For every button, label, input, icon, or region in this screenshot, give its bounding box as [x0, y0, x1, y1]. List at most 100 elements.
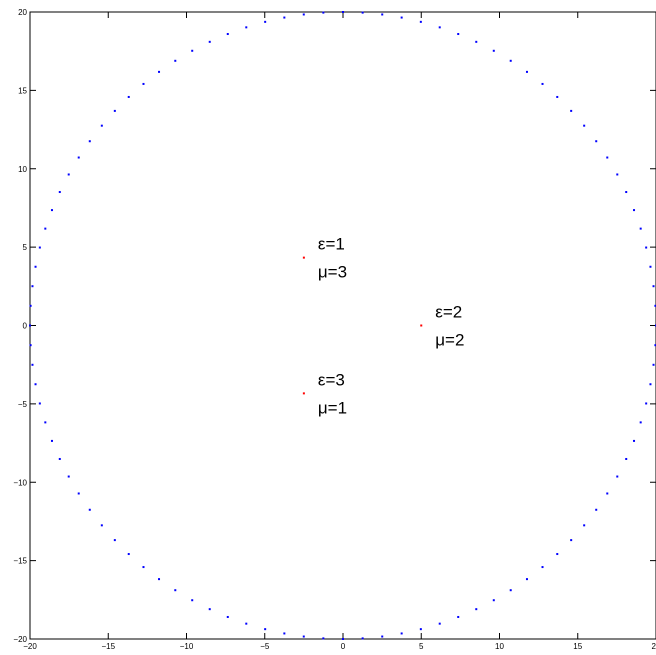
circle-point	[342, 11, 344, 13]
circle-point	[158, 70, 161, 73]
circle-point	[142, 566, 145, 569]
circle-point	[556, 553, 559, 556]
x-tick-label: 20	[652, 642, 656, 651]
circle-point	[381, 635, 384, 638]
circle-point	[50, 209, 53, 212]
circle-point	[419, 628, 422, 631]
circle-point	[38, 246, 41, 249]
circle-series	[29, 11, 656, 640]
x-tick-label: 10	[495, 642, 504, 651]
circle-point	[50, 439, 53, 442]
circle-point	[570, 109, 573, 112]
circle-point	[583, 524, 586, 527]
annotation-text: ε=3	[318, 370, 345, 389]
circle-point	[77, 156, 80, 159]
circle-point	[633, 209, 636, 212]
circle-point	[142, 82, 145, 85]
circle-point	[438, 622, 441, 625]
circle-point	[361, 637, 364, 640]
axis-ticks	[29, 11, 656, 640]
circle-point	[625, 191, 628, 194]
circle-point	[606, 156, 609, 159]
circle-point	[100, 124, 103, 127]
circle-point	[174, 59, 177, 62]
circle-point	[633, 439, 636, 442]
circle-point	[58, 457, 61, 460]
circle-point	[38, 402, 41, 405]
y-tick-label: 20	[18, 8, 27, 17]
charge-point	[420, 324, 423, 327]
circle-point	[127, 95, 130, 98]
circle-point	[264, 628, 267, 631]
circle-point	[322, 11, 325, 14]
x-tick-label: −5	[260, 642, 270, 651]
circle-point	[649, 265, 652, 268]
circle-point	[283, 632, 286, 635]
circle-point	[457, 615, 460, 618]
circle-point	[509, 589, 512, 592]
circle-point	[381, 13, 384, 16]
x-tick-label: 15	[573, 642, 582, 651]
circle-point	[302, 635, 305, 638]
circle-point	[88, 508, 91, 511]
circle-point	[67, 173, 70, 176]
circle-point	[127, 553, 130, 556]
circle-point	[191, 599, 194, 602]
circle-point	[509, 59, 512, 62]
x-tick-label: −10	[180, 642, 194, 651]
circle-point	[525, 578, 528, 581]
y-tick-label: −15	[13, 557, 27, 566]
circle-point	[541, 82, 544, 85]
circle-point	[616, 173, 619, 176]
circle-point	[34, 383, 37, 386]
x-tick-label: −20	[23, 642, 37, 651]
circle-point	[457, 33, 460, 36]
circle-point	[583, 124, 586, 127]
x-tick-label: −15	[101, 642, 115, 651]
charge-point	[302, 256, 305, 259]
y-tick-label: 0	[23, 322, 28, 331]
annotation-text: μ=2	[435, 331, 464, 350]
circle-point	[652, 363, 655, 366]
circle-point	[226, 615, 229, 618]
circle-point	[645, 402, 648, 405]
circle-point	[58, 191, 61, 194]
charge-point	[302, 392, 305, 395]
circle-point	[492, 599, 495, 602]
circle-point	[475, 40, 478, 43]
circle-point	[208, 608, 211, 611]
circle-point	[245, 26, 248, 29]
charge-points	[302, 256, 423, 395]
circle-point	[649, 383, 652, 386]
circle-point	[100, 524, 103, 527]
circle-point	[264, 20, 267, 23]
x-tick-label: 0	[341, 642, 346, 651]
circle-point	[29, 324, 31, 327]
circle-point	[302, 13, 305, 16]
circle-point	[31, 363, 34, 366]
y-tick-label: −5	[18, 400, 28, 409]
circle-point	[616, 475, 619, 478]
y-tick-label: 10	[18, 165, 27, 174]
annotation-text: ε=2	[435, 303, 462, 322]
circle-point	[570, 539, 573, 542]
circle-point	[174, 589, 177, 592]
circle-point	[438, 26, 441, 29]
circle-point	[475, 608, 478, 611]
circle-point	[113, 109, 116, 112]
circle-point	[639, 421, 642, 424]
circle-point	[29, 344, 32, 347]
x-tick-label: 5	[419, 642, 424, 651]
circle-point	[419, 20, 422, 23]
circle-point	[342, 638, 344, 640]
circle-point	[525, 70, 528, 73]
circle-point	[652, 285, 655, 288]
circle-point	[226, 33, 229, 36]
circle-point	[556, 95, 559, 98]
axis-tick-labels: −20 −15 −10 −5 0 5 10 15 20 −20 −15 −10 −5 0 5 10 15 20	[13, 8, 656, 651]
annotation-text: μ=1	[318, 398, 347, 417]
circle-point	[595, 140, 598, 143]
circle-point	[67, 475, 70, 478]
circle-point	[34, 265, 37, 268]
